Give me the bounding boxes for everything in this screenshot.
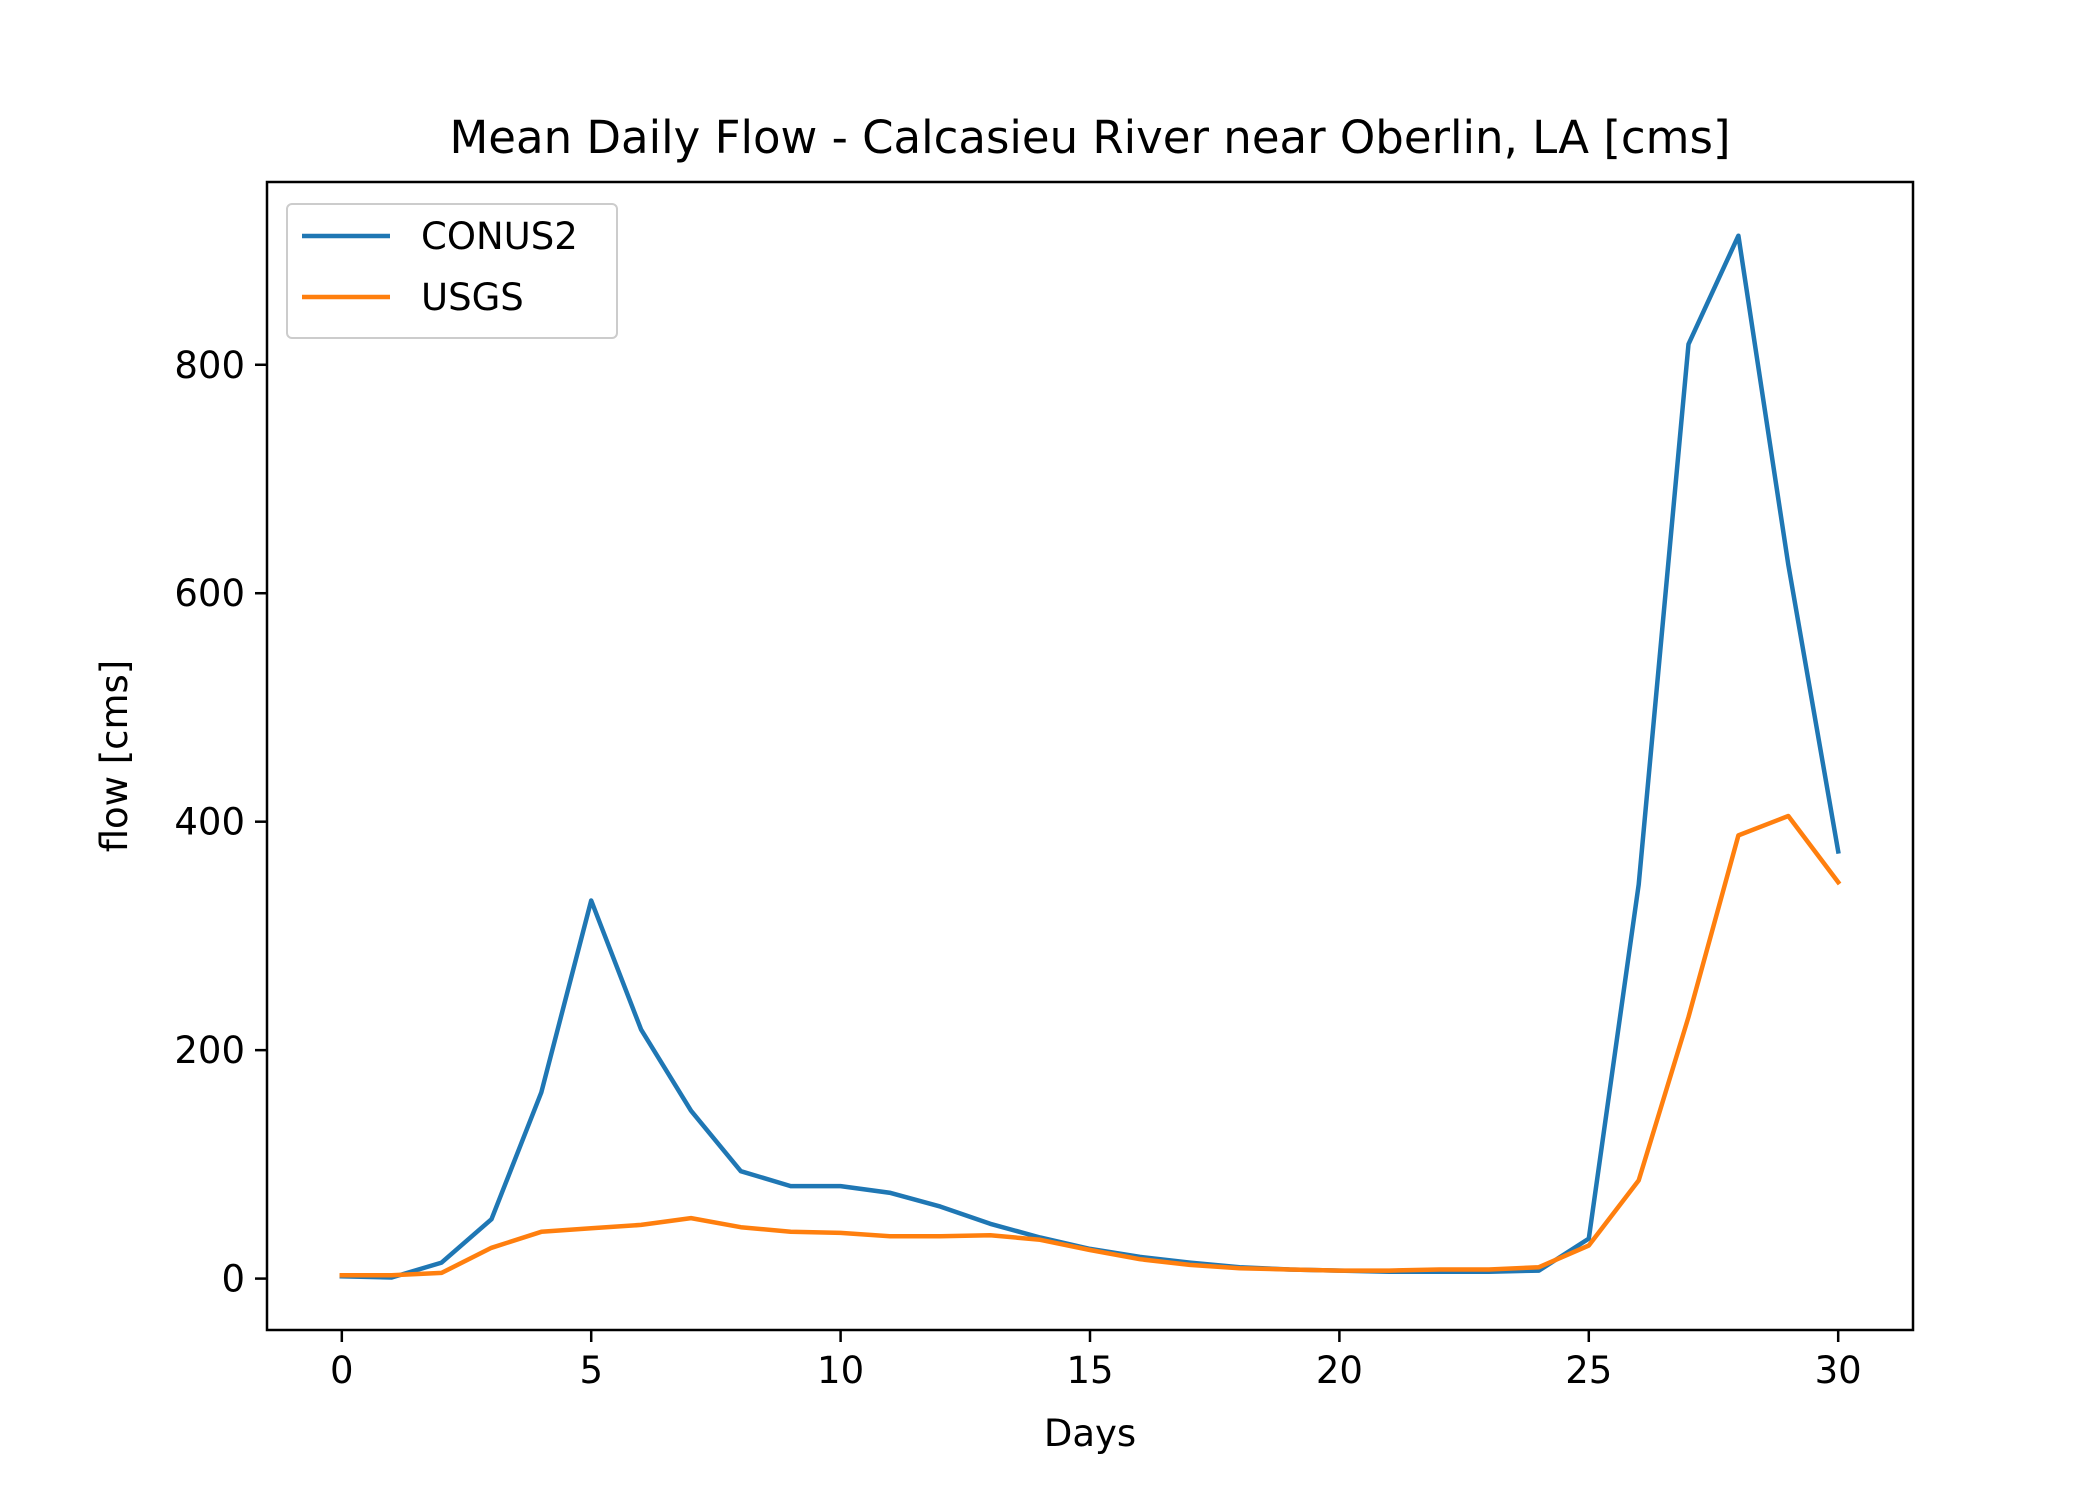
x-tick-label: 20	[1316, 1349, 1363, 1392]
y-tick-label: 200	[174, 1029, 245, 1072]
x-tick-label: 30	[1815, 1349, 1862, 1392]
x-tick-label: 25	[1565, 1349, 1612, 1392]
chart-title: Mean Daily Flow - Calcasieu River near O…	[449, 111, 1730, 164]
y-tick-label: 800	[174, 344, 245, 387]
plot-lines	[339, 233, 1842, 1280]
legend: CONUS2 USGS	[286, 203, 618, 339]
x-axis: 0 5 10 15 20 25 30	[330, 1330, 1862, 1392]
y-axis: 0 200 400 600 800	[174, 344, 267, 1301]
x-tick-label: 0	[330, 1349, 354, 1392]
series-line-usgs	[339, 813, 1842, 1278]
y-tick-label: 0	[221, 1258, 245, 1301]
legend-label-usgs: USGS	[421, 276, 524, 319]
x-tick-label: 5	[579, 1349, 603, 1392]
x-axis-label: Days	[1044, 1412, 1136, 1455]
y-tick-label: 400	[174, 801, 245, 844]
x-tick-label: 15	[1066, 1349, 1113, 1392]
x-tick-label: 10	[817, 1349, 864, 1392]
legend-label-conus2: CONUS2	[421, 215, 578, 258]
y-tick-label: 600	[174, 572, 245, 615]
y-axis-label: flow [cms]	[93, 660, 136, 853]
